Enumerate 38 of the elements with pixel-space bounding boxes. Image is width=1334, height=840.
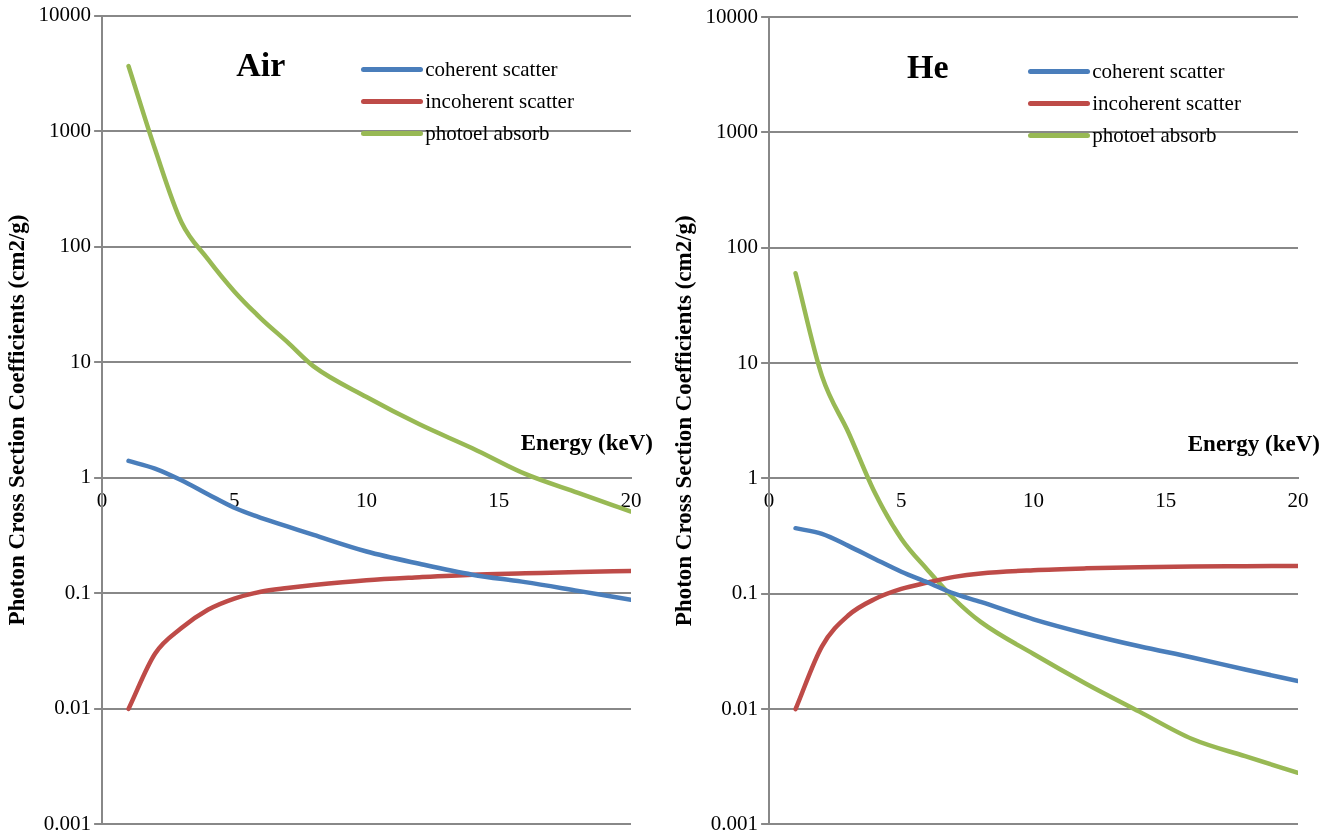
y-tick-label: 1000 [716,118,759,143]
text: Air [236,46,286,84]
y-tick-label: 10000 [38,2,92,27]
legend-label: photoel absorb [1092,122,1217,148]
x-tick-label: 15 [1155,488,1177,513]
line-series [793,563,1298,712]
y-tick-label: 0.01 [721,695,759,720]
y-tick-label: 10000 [705,3,759,28]
legend-label: photoel absorb [425,121,550,147]
x-tick-label: 10 [356,487,378,512]
line-series [793,525,1298,684]
x-tick-label: 15 [488,487,510,512]
legend-label: incoherent scatter [425,89,574,115]
line-series [126,568,631,712]
y-tick-label: 0.001 [710,810,759,835]
y-tick-label: 1 [80,464,92,489]
y-tick-label: 0.001 [43,810,92,835]
text: He [907,47,949,85]
x-tick-label: 20 [620,487,642,512]
y-tick-label: 1 [747,464,759,489]
y-tick-label: 0.1 [731,580,759,605]
x-tick-label: 5 [896,488,907,513]
y-axis-title: Photon Cross Section Coefficients (cm2/g) [670,215,696,627]
y-tick-label: 100 [59,233,92,258]
y-tick-label: 100 [726,234,759,259]
legend-label: coherent scatter [1092,58,1225,84]
y-axis-title: Photon Cross Section Coefficients (cm2/g) [3,214,29,626]
x-tick-label: 20 [1287,488,1309,513]
legend-label: coherent scatter [425,57,558,83]
y-tick-label: 1000 [49,117,92,142]
y-tick-label: 10 [70,348,92,373]
y-tick-label: 10 [737,349,759,374]
x-axis-title: Energy (keV) [1187,430,1320,456]
x-tick-label: 10 [1023,488,1045,513]
legend-label: incoherent scatter [1092,90,1241,116]
y-tick-label: 0.1 [64,579,92,604]
x-axis-title: Energy (keV) [520,430,653,456]
y-tick-label: 0.01 [54,695,92,720]
